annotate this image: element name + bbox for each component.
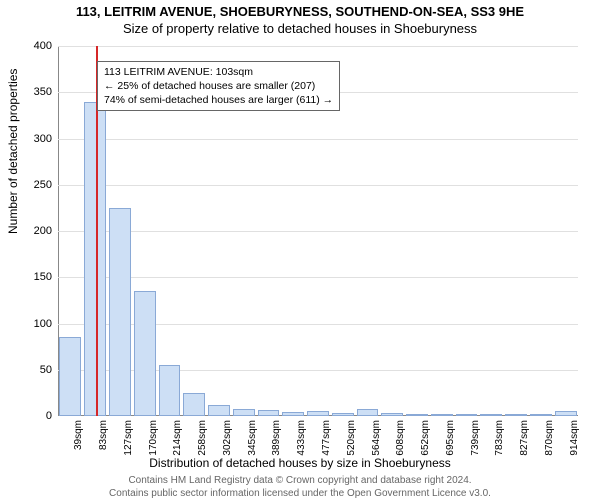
footer-line2: Contains public sector information licen… xyxy=(0,487,600,500)
histogram-bar xyxy=(258,410,280,416)
chart-title-line1: 113, LEITRIM AVENUE, SHOEBURYNESS, SOUTH… xyxy=(0,4,600,19)
annotation-line2: ← 25% of detached houses are smaller (20… xyxy=(104,79,333,93)
y-axis-label: Number of detached properties xyxy=(6,69,20,234)
footer-line1: Contains HM Land Registry data © Crown c… xyxy=(0,474,600,487)
x-tick-label: 39sqm xyxy=(73,420,84,450)
gridline xyxy=(58,139,578,140)
plot-area: 05010015020025030035040039sqm83sqm127sqm… xyxy=(58,46,578,416)
y-tick-label: 0 xyxy=(46,410,52,422)
y-tick-label: 50 xyxy=(40,364,52,376)
x-tick-label: 564sqm xyxy=(371,420,382,456)
x-tick-label: 258sqm xyxy=(197,420,208,456)
histogram-bar xyxy=(431,414,453,416)
x-tick-label: 914sqm xyxy=(569,420,580,456)
histogram-bar xyxy=(233,409,255,416)
histogram-bar xyxy=(307,411,329,416)
x-tick-label: 214sqm xyxy=(172,420,183,456)
x-tick-label: 652sqm xyxy=(420,420,431,456)
x-axis-label: Distribution of detached houses by size … xyxy=(0,456,600,470)
histogram-bar xyxy=(357,409,379,416)
x-tick-label: 302sqm xyxy=(222,420,233,456)
histogram-bar xyxy=(530,414,552,416)
x-tick-label: 389sqm xyxy=(271,420,282,456)
y-tick-label: 300 xyxy=(34,133,52,145)
x-tick-label: 695sqm xyxy=(445,420,456,456)
histogram-bar xyxy=(505,414,527,416)
histogram-bar xyxy=(406,414,428,416)
x-tick-label: 827sqm xyxy=(519,420,530,456)
x-tick-label: 345sqm xyxy=(247,420,258,456)
y-tick-label: 250 xyxy=(34,179,52,191)
gridline xyxy=(58,185,578,186)
histogram-bar xyxy=(109,208,131,416)
y-tick-label: 400 xyxy=(34,40,52,52)
y-tick-label: 150 xyxy=(34,271,52,283)
y-tick-label: 200 xyxy=(34,225,52,237)
histogram-bar xyxy=(480,414,502,416)
x-tick-label: 83sqm xyxy=(98,420,109,450)
histogram-bar xyxy=(134,291,156,416)
x-tick-label: 477sqm xyxy=(321,420,332,456)
x-tick-label: 127sqm xyxy=(123,420,134,456)
x-tick-label: 870sqm xyxy=(544,420,555,456)
histogram-bar xyxy=(84,102,106,417)
x-tick-label: 608sqm xyxy=(395,420,406,456)
histogram-bar xyxy=(59,337,81,416)
x-tick-label: 739sqm xyxy=(470,420,481,456)
histogram-bar xyxy=(208,405,230,416)
histogram-bar xyxy=(456,414,478,416)
chart-container: 113, LEITRIM AVENUE, SHOEBURYNESS, SOUTH… xyxy=(0,4,600,504)
annotation-line1: 113 LEITRIM AVENUE: 103sqm xyxy=(104,65,333,79)
y-tick-label: 350 xyxy=(34,86,52,98)
histogram-bar xyxy=(555,411,577,416)
histogram-bar xyxy=(183,393,205,416)
histogram-bar xyxy=(282,412,304,416)
x-tick-label: 783sqm xyxy=(494,420,505,456)
gridline xyxy=(58,231,578,232)
histogram-bar xyxy=(159,365,181,416)
x-tick-label: 170sqm xyxy=(148,420,159,456)
x-tick-label: 520sqm xyxy=(346,420,357,456)
gridline xyxy=(58,46,578,47)
y-tick-label: 100 xyxy=(34,318,52,330)
x-tick-label: 433sqm xyxy=(296,420,307,456)
histogram-bar xyxy=(381,413,403,416)
annotation-box: 113 LEITRIM AVENUE: 103sqm← 25% of detac… xyxy=(97,61,340,112)
chart-title-line2: Size of property relative to detached ho… xyxy=(0,21,600,36)
gridline xyxy=(58,277,578,278)
footer-attribution: Contains HM Land Registry data © Crown c… xyxy=(0,474,600,500)
histogram-bar xyxy=(332,413,354,416)
annotation-line3: 74% of semi-detached houses are larger (… xyxy=(104,93,333,107)
